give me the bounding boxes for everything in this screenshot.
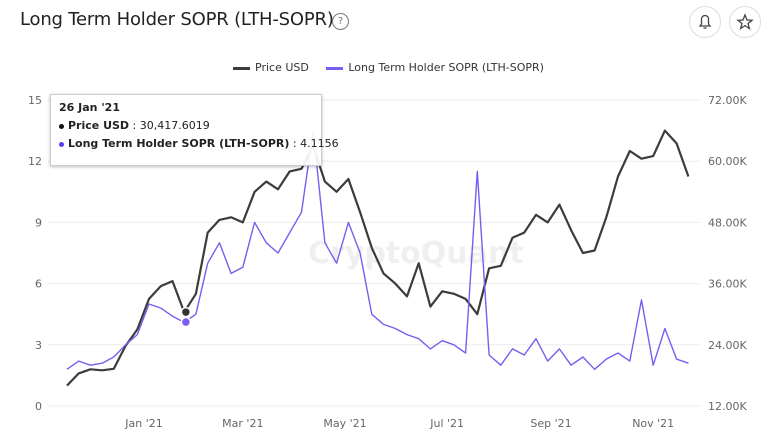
x-tick-label: Nov '21 <box>632 417 674 430</box>
tooltip: 26 Jan '21 Price USD : 30,417.6019 Long … <box>50 94 339 166</box>
legend-swatch <box>326 66 344 70</box>
x-tick-label: Jan '21 <box>124 417 162 430</box>
y-left-tick-label: 15 <box>28 94 42 107</box>
hover-marker-sopr <box>180 316 192 328</box>
x-tick-label: Sep '21 <box>530 417 571 430</box>
y-right-tick-label: 72.00K <box>708 94 747 107</box>
legend-item-price[interactable]: Price USD <box>233 61 309 74</box>
x-tick-label: Jul '21 <box>429 417 464 430</box>
y-right-tick-label: 60.00K <box>708 155 747 168</box>
x-tick-label: May '21 <box>323 417 366 430</box>
watermark: CryptoQuant <box>308 236 524 271</box>
tooltip-sopr-value: 4.1156 <box>300 137 339 150</box>
tooltip-sopr-label: Long Term Holder SOPR (LTH-SOPR) <box>68 137 290 150</box>
star-icon[interactable] <box>729 6 761 38</box>
y-right-tick-label: 36.00K <box>708 278 747 291</box>
y-right-tick-label: 24.00K <box>708 339 747 352</box>
x-tick-label: Mar '21 <box>222 417 263 430</box>
tooltip-price-label: Price USD <box>68 119 130 132</box>
legend-label: Long Term Holder SOPR (LTH-SOPR) <box>348 61 544 74</box>
tooltip-date: 26 Jan '21 <box>59 101 120 114</box>
y-left-tick-label: 3 <box>35 339 42 352</box>
y-left-tick-label: 0 <box>35 400 42 413</box>
tooltip-price-value: 30,417.6019 <box>139 119 210 132</box>
chart-legend: Price USD Long Term Holder SOPR (LTH-SOP… <box>0 61 777 74</box>
legend-item-sopr[interactable]: Long Term Holder SOPR (LTH-SOPR) <box>326 61 544 74</box>
page-title: Long Term Holder SOPR (LTH-SOPR) <box>20 9 334 30</box>
legend-swatch <box>233 66 251 70</box>
y-left-tick-label: 9 <box>35 216 42 229</box>
price-usd-line <box>66 129 690 387</box>
y-right-tick-label: 12.00K <box>708 400 747 413</box>
hover-marker-price <box>180 306 192 318</box>
help-icon[interactable]: ? <box>332 13 349 30</box>
lth-sopr-line <box>66 129 689 370</box>
legend-label: Price USD <box>255 61 309 74</box>
bell-icon[interactable] <box>689 6 721 38</box>
y-left-tick-label: 12 <box>28 155 42 168</box>
y-right-tick-label: 48.00K <box>708 216 747 229</box>
y-left-tick-label: 6 <box>35 278 42 291</box>
